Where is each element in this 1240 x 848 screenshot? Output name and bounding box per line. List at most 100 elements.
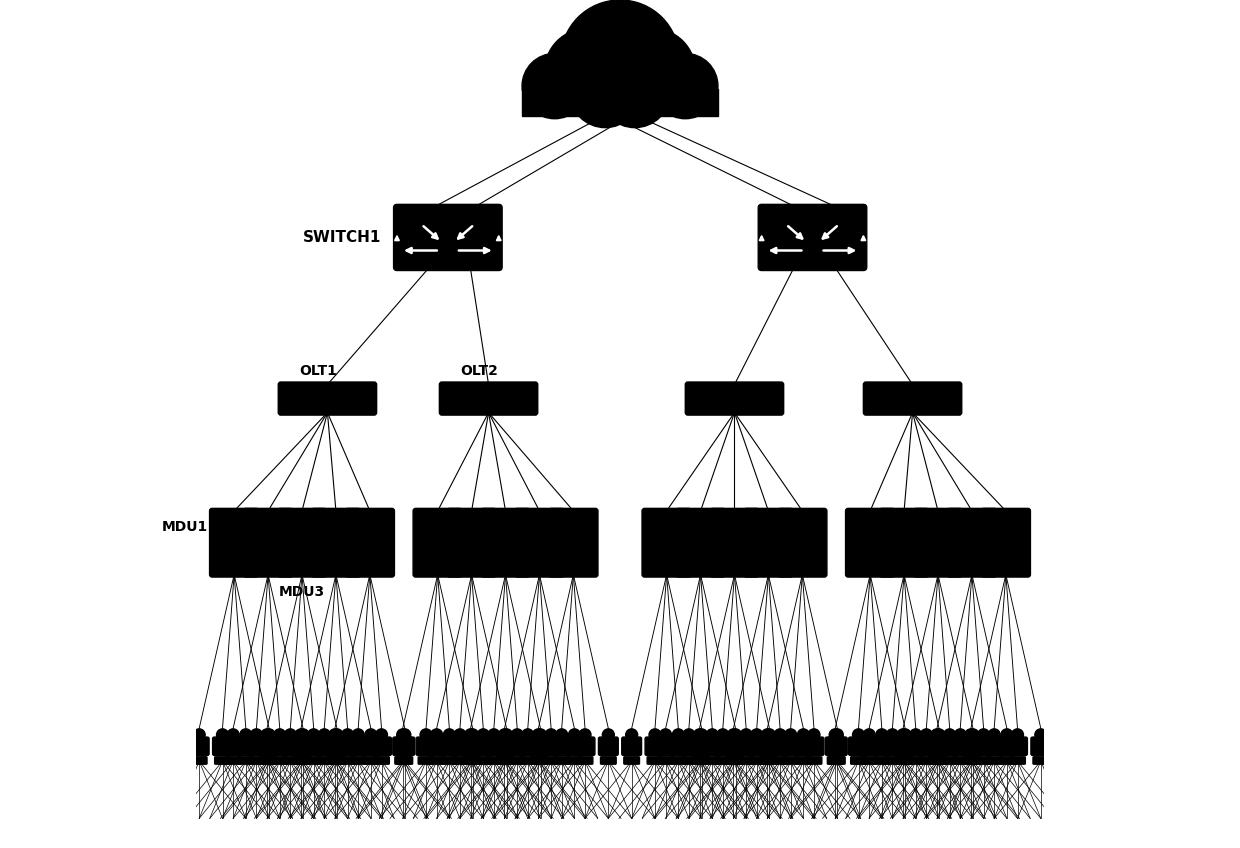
FancyBboxPatch shape xyxy=(272,756,288,764)
FancyBboxPatch shape xyxy=(418,756,434,764)
FancyBboxPatch shape xyxy=(950,737,970,756)
FancyBboxPatch shape xyxy=(450,737,470,756)
Circle shape xyxy=(599,56,671,127)
Circle shape xyxy=(944,729,956,741)
FancyBboxPatch shape xyxy=(558,748,565,755)
FancyBboxPatch shape xyxy=(753,748,760,755)
FancyBboxPatch shape xyxy=(469,748,476,755)
FancyBboxPatch shape xyxy=(827,756,843,764)
Circle shape xyxy=(955,729,966,741)
FancyBboxPatch shape xyxy=(967,748,975,755)
FancyBboxPatch shape xyxy=(507,737,527,756)
Circle shape xyxy=(977,729,990,741)
Circle shape xyxy=(511,729,523,741)
FancyBboxPatch shape xyxy=(759,756,775,764)
FancyBboxPatch shape xyxy=(531,756,547,764)
FancyBboxPatch shape xyxy=(223,737,243,756)
FancyBboxPatch shape xyxy=(300,748,306,755)
FancyBboxPatch shape xyxy=(253,748,260,755)
FancyBboxPatch shape xyxy=(265,748,273,755)
FancyBboxPatch shape xyxy=(758,204,867,271)
FancyBboxPatch shape xyxy=(874,756,889,764)
FancyBboxPatch shape xyxy=(599,737,619,756)
Circle shape xyxy=(534,729,547,741)
FancyBboxPatch shape xyxy=(846,508,895,577)
FancyBboxPatch shape xyxy=(496,756,512,764)
Circle shape xyxy=(250,729,263,741)
FancyBboxPatch shape xyxy=(686,748,692,755)
FancyBboxPatch shape xyxy=(743,748,750,755)
FancyBboxPatch shape xyxy=(367,748,374,755)
FancyBboxPatch shape xyxy=(501,748,508,755)
Circle shape xyxy=(319,729,330,741)
Circle shape xyxy=(376,729,387,741)
FancyBboxPatch shape xyxy=(985,737,1004,756)
FancyBboxPatch shape xyxy=(417,737,436,756)
Circle shape xyxy=(284,729,296,741)
FancyBboxPatch shape xyxy=(361,737,381,756)
Circle shape xyxy=(522,729,533,741)
FancyBboxPatch shape xyxy=(1014,748,1021,755)
Circle shape xyxy=(910,729,921,741)
FancyBboxPatch shape xyxy=(533,756,548,764)
FancyBboxPatch shape xyxy=(348,737,368,756)
Circle shape xyxy=(626,729,637,741)
FancyBboxPatch shape xyxy=(773,756,787,764)
Circle shape xyxy=(522,53,588,119)
FancyBboxPatch shape xyxy=(226,756,241,764)
Circle shape xyxy=(365,729,377,741)
FancyBboxPatch shape xyxy=(916,737,936,756)
FancyBboxPatch shape xyxy=(657,756,673,764)
Circle shape xyxy=(1035,729,1047,741)
FancyBboxPatch shape xyxy=(997,737,1017,756)
FancyBboxPatch shape xyxy=(257,737,277,756)
Circle shape xyxy=(295,729,308,741)
FancyBboxPatch shape xyxy=(552,737,572,756)
FancyBboxPatch shape xyxy=(681,756,697,764)
FancyBboxPatch shape xyxy=(725,756,742,764)
Text: SWITCH1: SWITCH1 xyxy=(304,230,382,245)
Circle shape xyxy=(263,729,275,741)
Circle shape xyxy=(774,729,786,741)
FancyBboxPatch shape xyxy=(929,737,949,756)
Circle shape xyxy=(477,729,490,741)
FancyBboxPatch shape xyxy=(549,508,598,577)
FancyBboxPatch shape xyxy=(928,737,947,756)
FancyBboxPatch shape xyxy=(219,748,226,755)
FancyBboxPatch shape xyxy=(723,737,743,756)
FancyBboxPatch shape xyxy=(373,756,389,764)
FancyBboxPatch shape xyxy=(243,508,293,577)
FancyBboxPatch shape xyxy=(484,737,503,756)
FancyBboxPatch shape xyxy=(463,756,479,764)
FancyBboxPatch shape xyxy=(394,756,410,764)
FancyBboxPatch shape xyxy=(692,737,712,756)
FancyBboxPatch shape xyxy=(737,737,756,756)
FancyBboxPatch shape xyxy=(423,748,429,755)
FancyBboxPatch shape xyxy=(497,737,517,756)
FancyBboxPatch shape xyxy=(582,748,589,755)
FancyBboxPatch shape xyxy=(919,756,934,764)
Circle shape xyxy=(652,53,718,119)
FancyBboxPatch shape xyxy=(787,748,794,755)
FancyBboxPatch shape xyxy=(329,756,345,764)
FancyBboxPatch shape xyxy=(676,508,725,577)
FancyBboxPatch shape xyxy=(947,508,997,577)
Circle shape xyxy=(740,729,753,741)
Circle shape xyxy=(899,729,911,741)
FancyBboxPatch shape xyxy=(310,748,317,755)
FancyBboxPatch shape xyxy=(446,748,453,755)
FancyBboxPatch shape xyxy=(901,748,909,755)
FancyBboxPatch shape xyxy=(862,756,877,764)
Circle shape xyxy=(544,29,630,114)
Circle shape xyxy=(308,729,320,741)
FancyBboxPatch shape xyxy=(693,756,709,764)
FancyBboxPatch shape xyxy=(537,748,544,755)
FancyBboxPatch shape xyxy=(283,756,298,764)
FancyBboxPatch shape xyxy=(715,756,730,764)
FancyBboxPatch shape xyxy=(999,756,1014,764)
FancyBboxPatch shape xyxy=(427,737,446,756)
FancyBboxPatch shape xyxy=(513,748,521,755)
FancyBboxPatch shape xyxy=(689,737,709,756)
FancyBboxPatch shape xyxy=(851,756,867,764)
FancyBboxPatch shape xyxy=(564,737,584,756)
